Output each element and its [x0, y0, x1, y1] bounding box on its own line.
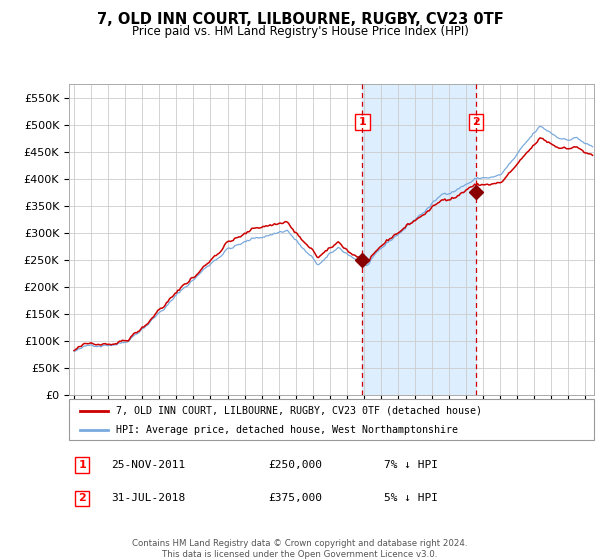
Bar	[362, 84, 476, 395]
Text: 31-JUL-2018: 31-JUL-2018	[111, 493, 185, 503]
Text: HPI: Average price, detached house, West Northamptonshire: HPI: Average price, detached house, West…	[116, 424, 458, 435]
Text: 25-NOV-2011: 25-NOV-2011	[111, 460, 185, 470]
Text: 2: 2	[78, 493, 86, 503]
Text: 7% ↓ HPI: 7% ↓ HPI	[384, 460, 438, 470]
Text: 1: 1	[78, 460, 86, 470]
Text: 5% ↓ HPI: 5% ↓ HPI	[384, 493, 438, 503]
Text: Price paid vs. HM Land Registry's House Price Index (HPI): Price paid vs. HM Land Registry's House …	[131, 25, 469, 38]
Text: 2: 2	[472, 117, 480, 127]
Text: 7, OLD INN COURT, LILBOURNE, RUGBY, CV23 0TF: 7, OLD INN COURT, LILBOURNE, RUGBY, CV23…	[97, 12, 503, 27]
Text: 7, OLD INN COURT, LILBOURNE, RUGBY, CV23 0TF (detached house): 7, OLD INN COURT, LILBOURNE, RUGBY, CV23…	[116, 405, 482, 416]
Text: £375,000: £375,000	[269, 493, 323, 503]
Text: 1: 1	[359, 117, 367, 127]
Text: £250,000: £250,000	[269, 460, 323, 470]
Text: Contains HM Land Registry data © Crown copyright and database right 2024.
This d: Contains HM Land Registry data © Crown c…	[132, 539, 468, 559]
FancyBboxPatch shape	[69, 399, 594, 440]
